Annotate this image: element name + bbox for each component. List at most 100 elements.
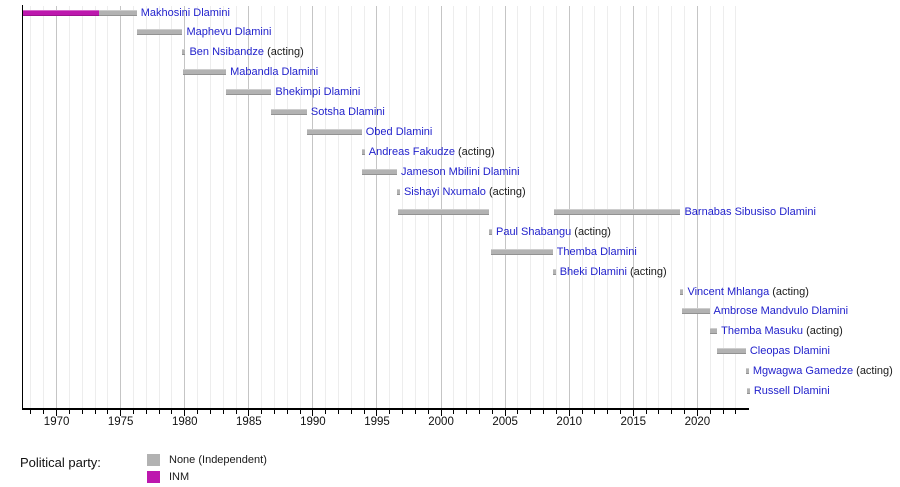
person-name-link[interactable]: Mabandla Dlamini [230, 66, 319, 79]
term-bar[interactable] [361, 149, 365, 155]
term-bar[interactable] [709, 328, 718, 335]
legend-label-inm: INM [169, 471, 190, 483]
term-bar[interactable] [682, 308, 710, 315]
person-label: Bheki Dlamini (acting) [560, 266, 667, 278]
axis-tick-1976 [132, 410, 134, 414]
axis-tick-1986 [261, 410, 263, 414]
gridline-1978 [158, 6, 160, 408]
term-bar[interactable] [490, 248, 553, 255]
gridline-1991 [325, 6, 327, 408]
axis-tick-1987 [273, 410, 275, 414]
axis-tick-2013 [607, 410, 609, 414]
person-name-link[interactable]: Makhosini Dlamini [140, 6, 230, 19]
axis-tick-2019 [684, 410, 686, 414]
gridline-2007 [530, 6, 532, 408]
gridline-1993 [350, 6, 352, 408]
person-label: Andreas Fakudze (acting) [369, 146, 495, 158]
term-bar[interactable] [488, 228, 492, 235]
person-name-link[interactable]: Themba Dlamini [556, 245, 637, 258]
gridline-1984 [235, 6, 237, 408]
axis-tick-2000 [440, 410, 442, 416]
term-bar[interactable] [306, 129, 362, 136]
person-name-link[interactable]: Andreas Fakudze [368, 146, 455, 158]
axis-tick-2022 [722, 410, 724, 414]
person-name-link[interactable]: Ben Nsibandze [189, 46, 265, 59]
person-label: Themba Masuku (acting) [721, 325, 843, 337]
axis-tick-1982 [209, 410, 211, 414]
term-bar[interactable] [226, 89, 272, 96]
gridline-2015 [632, 6, 634, 408]
term-bar[interactable] [680, 288, 684, 295]
axis-tick-1978 [158, 410, 160, 414]
person-label: Cleopas Dlamini [750, 345, 830, 357]
legend-swatch-inm [147, 471, 160, 483]
person-label: Russell Dlamini [754, 385, 830, 397]
gridline-2019 [684, 6, 686, 408]
person-name-link[interactable]: Sotsha Dlamini [310, 106, 385, 119]
person-name-link[interactable]: Jameson Mbilini Dlamini [400, 165, 520, 178]
person-name-link[interactable]: Mgwagwa Gamedze [752, 365, 854, 378]
axis-tick-2008 [543, 410, 545, 414]
gridline-2009 [555, 6, 557, 408]
legend-item-none-independent: None (Independent) [147, 454, 267, 466]
legend-title: Political party: [20, 455, 101, 470]
gridline-1996 [389, 6, 391, 408]
person-name-link[interactable]: Ambrose Mandvulo Dlamini [713, 305, 849, 318]
person-name-link[interactable]: Maphevu Dlamini [186, 26, 272, 39]
term-bar[interactable] [182, 49, 186, 56]
axis-tick-label-2000: 2000 [428, 416, 454, 428]
person-name-link[interactable]: Obed Dlamini [365, 126, 433, 139]
axis-tick-2023 [735, 410, 737, 414]
axis-tick-2007 [530, 410, 532, 414]
axis-tick-1995 [376, 410, 378, 416]
term-bar[interactable] [98, 9, 137, 16]
axis-tick-1970 [56, 410, 58, 416]
axis-tick-2015 [632, 410, 634, 416]
axis-tick-label-2005: 2005 [492, 416, 518, 428]
axis-tick-1975 [120, 410, 122, 416]
acting-suffix: (acting) [803, 325, 843, 338]
person-name-link[interactable]: Paul Shabangu [495, 225, 572, 238]
gridline-1990 [312, 6, 314, 408]
term-bar[interactable] [745, 368, 749, 375]
axis-tick-1998 [414, 410, 416, 414]
person-name-link[interactable]: Cleopas Dlamini [749, 345, 830, 358]
person-name-link[interactable]: Russell Dlamini [753, 385, 830, 398]
person-label: Sishayi Nxumalo (acting) [404, 186, 526, 198]
axis-tick-2016 [645, 410, 647, 414]
term-bar[interactable] [553, 208, 681, 215]
person-name-link[interactable]: Bhekimpi Dlamini [275, 86, 361, 99]
gridline-2013 [607, 6, 609, 408]
axis-tick-label-1995: 1995 [364, 416, 390, 428]
gridline-2023 [735, 6, 737, 408]
person-name-link[interactable]: Sishayi Nxumalo [403, 185, 486, 198]
term-bar[interactable] [362, 168, 397, 175]
gridline-2008 [543, 6, 545, 408]
person-name-link[interactable]: Themba Masuku [721, 325, 804, 338]
gridline-1973 [94, 6, 96, 408]
person-label: Ambrose Mandvulo Dlamini [714, 305, 849, 317]
term-bar[interactable] [22, 9, 99, 16]
person-name-link[interactable]: Barnabas Sibusiso Dlamini [684, 205, 816, 218]
person-label: Makhosini Dlamini [141, 7, 230, 19]
person-label: Bhekimpi Dlamini [275, 86, 360, 98]
plot-area: 1970 1975 1980 1985 1990 1995 2000 2005 2010 2015… [22, 5, 893, 428]
gridline-2006 [517, 6, 519, 408]
term-bar[interactable] [746, 388, 750, 395]
axis-tick-1973 [94, 410, 96, 414]
axis-tick-2006 [517, 410, 519, 414]
person-name-link[interactable]: Bheki Dlamini [559, 265, 627, 278]
term-bar[interactable] [397, 208, 489, 215]
axis-tick-1972 [81, 410, 83, 414]
gridline-1976 [132, 6, 134, 408]
term-bar[interactable] [271, 109, 307, 116]
term-bar[interactable] [717, 348, 746, 355]
term-bar[interactable] [136, 29, 183, 36]
gridline-2020 [696, 6, 698, 408]
term-bar[interactable] [552, 268, 556, 275]
term-bar[interactable] [183, 69, 227, 76]
person-label: Sotsha Dlamini [311, 106, 385, 118]
term-bar[interactable] [396, 188, 400, 195]
person-name-link[interactable]: Vincent Mhlanga [687, 285, 770, 298]
legend: Political party: None (Independent) INM [0, 450, 900, 487]
